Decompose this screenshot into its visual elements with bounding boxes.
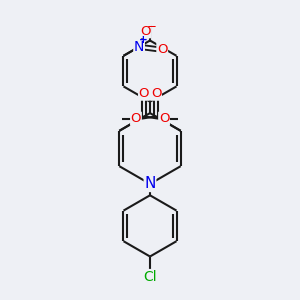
Text: O: O xyxy=(157,43,167,56)
Text: Cl: Cl xyxy=(143,270,157,283)
Text: O: O xyxy=(159,112,169,125)
Text: N: N xyxy=(144,176,156,191)
Text: N: N xyxy=(134,40,144,54)
Text: O: O xyxy=(151,87,161,100)
Text: +: + xyxy=(139,35,148,45)
Text: −: − xyxy=(147,20,157,33)
Text: O: O xyxy=(139,87,149,100)
Text: O: O xyxy=(140,25,150,38)
Text: O: O xyxy=(131,112,141,125)
